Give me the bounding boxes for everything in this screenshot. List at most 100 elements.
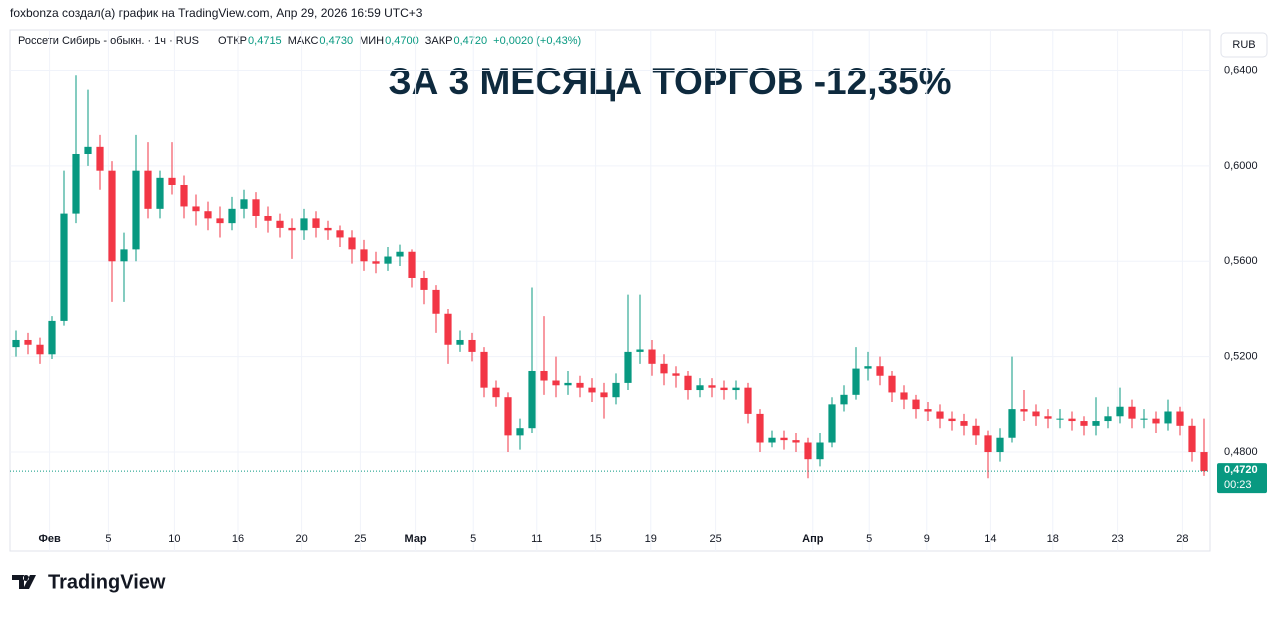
y-tick-label: 0,6000 — [1224, 160, 1258, 172]
candle — [204, 201, 212, 231]
candle-body — [300, 218, 308, 231]
candle-body — [1188, 425, 1196, 453]
candle-body — [420, 277, 428, 290]
candle — [540, 316, 548, 395]
candle — [1128, 399, 1136, 429]
candle-body — [48, 320, 56, 355]
candle-body — [732, 387, 740, 391]
candle — [876, 356, 884, 386]
candle-body — [684, 375, 692, 391]
candle-body — [12, 339, 20, 348]
candle — [120, 232, 128, 302]
candle — [228, 196, 236, 231]
candle-body — [612, 382, 620, 398]
candle — [576, 375, 584, 398]
candle — [1020, 390, 1028, 422]
candle-body — [852, 368, 860, 395]
candle-body — [900, 392, 908, 400]
candle — [348, 230, 356, 264]
candle — [612, 373, 620, 405]
candle — [552, 356, 560, 398]
candle — [528, 287, 536, 433]
candle — [276, 213, 284, 238]
candle — [420, 270, 428, 305]
x-tick-label: 18 — [1047, 533, 1059, 545]
candle — [996, 428, 1004, 462]
candle — [900, 385, 908, 410]
candle-body — [912, 399, 920, 410]
candle-body — [96, 146, 104, 171]
plot-frame — [9, 29, 1211, 552]
candle-body — [936, 411, 944, 419]
candle-body — [540, 370, 548, 381]
candle — [1176, 406, 1184, 436]
currency-box[interactable] — [1220, 32, 1268, 58]
candle-body — [336, 230, 344, 238]
candle-body — [360, 249, 368, 262]
candle-body — [1080, 421, 1088, 426]
candle-body — [984, 435, 992, 453]
candle — [72, 75, 80, 224]
candle-body — [144, 170, 152, 209]
y-tick-label: 0,5200 — [1224, 351, 1258, 363]
candle-body — [216, 218, 224, 224]
candle-body — [72, 153, 80, 214]
author-line: foxbonza создал(а) график на TradingView… — [10, 6, 423, 20]
candle — [636, 294, 644, 364]
candle — [588, 378, 596, 402]
x-tick-label: 14 — [984, 533, 996, 545]
candle-body — [348, 237, 356, 250]
candle — [108, 161, 116, 302]
currency: RUB — [1232, 39, 1255, 51]
candle-body — [672, 373, 680, 376]
candle — [516, 418, 524, 450]
candle — [732, 380, 740, 400]
candle — [180, 175, 188, 219]
candle — [36, 337, 44, 364]
candle — [648, 339, 656, 376]
candle — [396, 244, 404, 267]
ohlc-value: 0,4715 — [248, 35, 282, 47]
x-tick-label: 5 — [866, 533, 872, 545]
candle-body — [1044, 416, 1052, 419]
candle-body — [720, 387, 728, 391]
candle — [756, 409, 764, 453]
candle-body — [180, 184, 188, 207]
candle — [672, 366, 680, 388]
candle — [96, 134, 104, 190]
candle — [1164, 399, 1172, 431]
brand: TradingView — [48, 571, 166, 593]
candle — [924, 401, 932, 422]
candle-body — [324, 227, 332, 231]
candle-body — [780, 437, 788, 441]
candle-body — [1164, 411, 1172, 424]
candle — [696, 378, 704, 398]
candle — [708, 378, 716, 398]
candle — [840, 385, 848, 412]
candle-body — [1152, 418, 1160, 424]
candle-body — [1020, 409, 1028, 412]
candle-body — [564, 382, 572, 386]
candle — [780, 430, 788, 450]
candle — [1080, 416, 1088, 436]
candle-body — [264, 215, 272, 221]
candle — [456, 330, 464, 352]
candle — [816, 432, 824, 467]
x-tick-label: 25 — [354, 533, 366, 545]
candle-body — [108, 170, 116, 262]
x-tick-label: Мар — [405, 533, 427, 545]
candle — [888, 370, 896, 402]
candle — [12, 330, 20, 357]
candle-body — [792, 440, 800, 443]
candle — [504, 392, 512, 453]
candle-body — [252, 199, 260, 216]
candle — [984, 430, 992, 479]
candle — [84, 89, 92, 166]
candle — [1188, 418, 1196, 462]
candle — [1056, 409, 1064, 429]
candle-body — [804, 442, 812, 460]
candle-body — [744, 387, 752, 414]
candle — [168, 142, 176, 195]
